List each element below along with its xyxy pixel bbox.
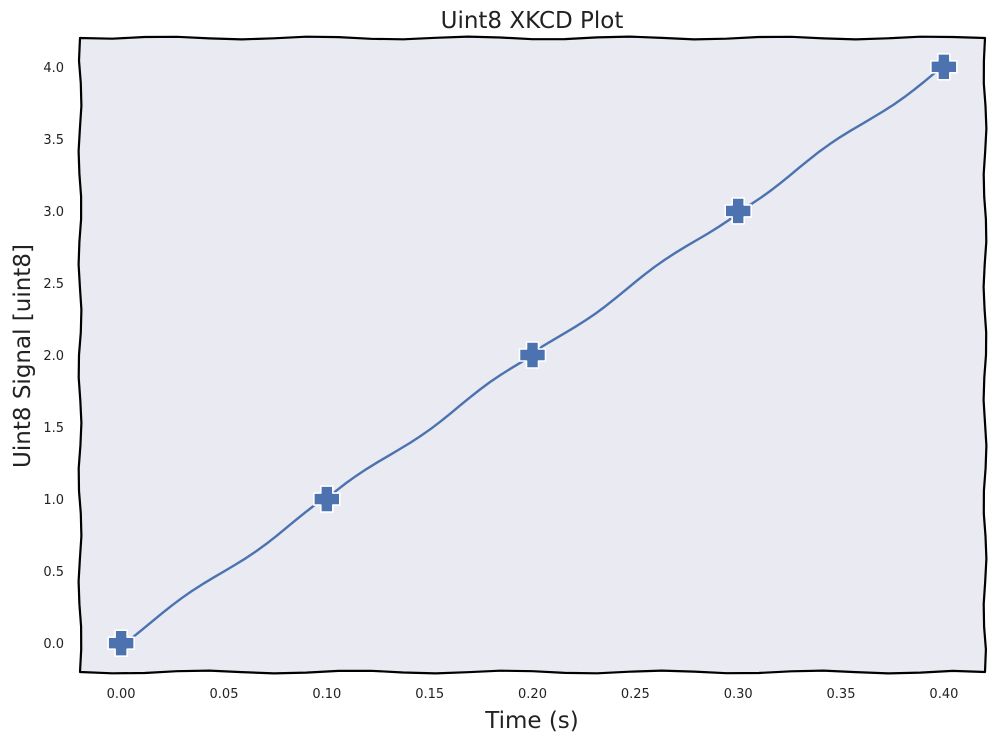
y-tick-label: 1.0 <box>43 493 64 508</box>
data-point-marker <box>313 485 341 513</box>
x-tick-label: 0.00 <box>107 687 136 702</box>
x-tick-label: 0.05 <box>210 687 239 702</box>
x-tick-label: 0.25 <box>621 687 650 702</box>
x-tick-label: 0.10 <box>312 687 341 702</box>
y-tick-label: 0.5 <box>43 565 64 580</box>
data-point-marker <box>107 629 135 657</box>
y-tick-label: 3.0 <box>43 205 64 220</box>
x-tick-label: 0.30 <box>724 687 753 702</box>
x-axis-ticks: 0.00 0.05 0.10 0.15 0.20 0.25 0.30 0.35 0.40 <box>107 687 959 702</box>
y-tick-label: 4.0 <box>43 61 64 76</box>
data-point-marker <box>518 341 547 369</box>
x-tick-label: 0.15 <box>415 687 444 702</box>
y-tick-label: 2.0 <box>43 349 64 364</box>
y-tick-label: 3.5 <box>43 133 64 148</box>
x-tick-label: 0.20 <box>518 687 547 702</box>
x-tick-label: 0.35 <box>827 687 856 702</box>
y-tick-label: 2.5 <box>43 277 64 292</box>
x-axis-title: Time (s) <box>484 708 579 734</box>
y-axis-ticks: 0.0 0.5 1.0 1.5 2.0 2.5 3.0 3.5 4.0 <box>43 61 64 652</box>
y-axis-title: Uint8 Signal [uint8] <box>10 244 36 468</box>
data-point-marker <box>930 53 958 81</box>
x-tick-label: 0.40 <box>929 687 958 702</box>
y-tick-label: 0.0 <box>43 637 64 652</box>
chart-title: Uint8 XKCD Plot <box>441 8 624 34</box>
series-layer <box>107 53 958 657</box>
y-tick-label: 1.5 <box>43 421 64 436</box>
data-point-marker <box>724 197 752 225</box>
